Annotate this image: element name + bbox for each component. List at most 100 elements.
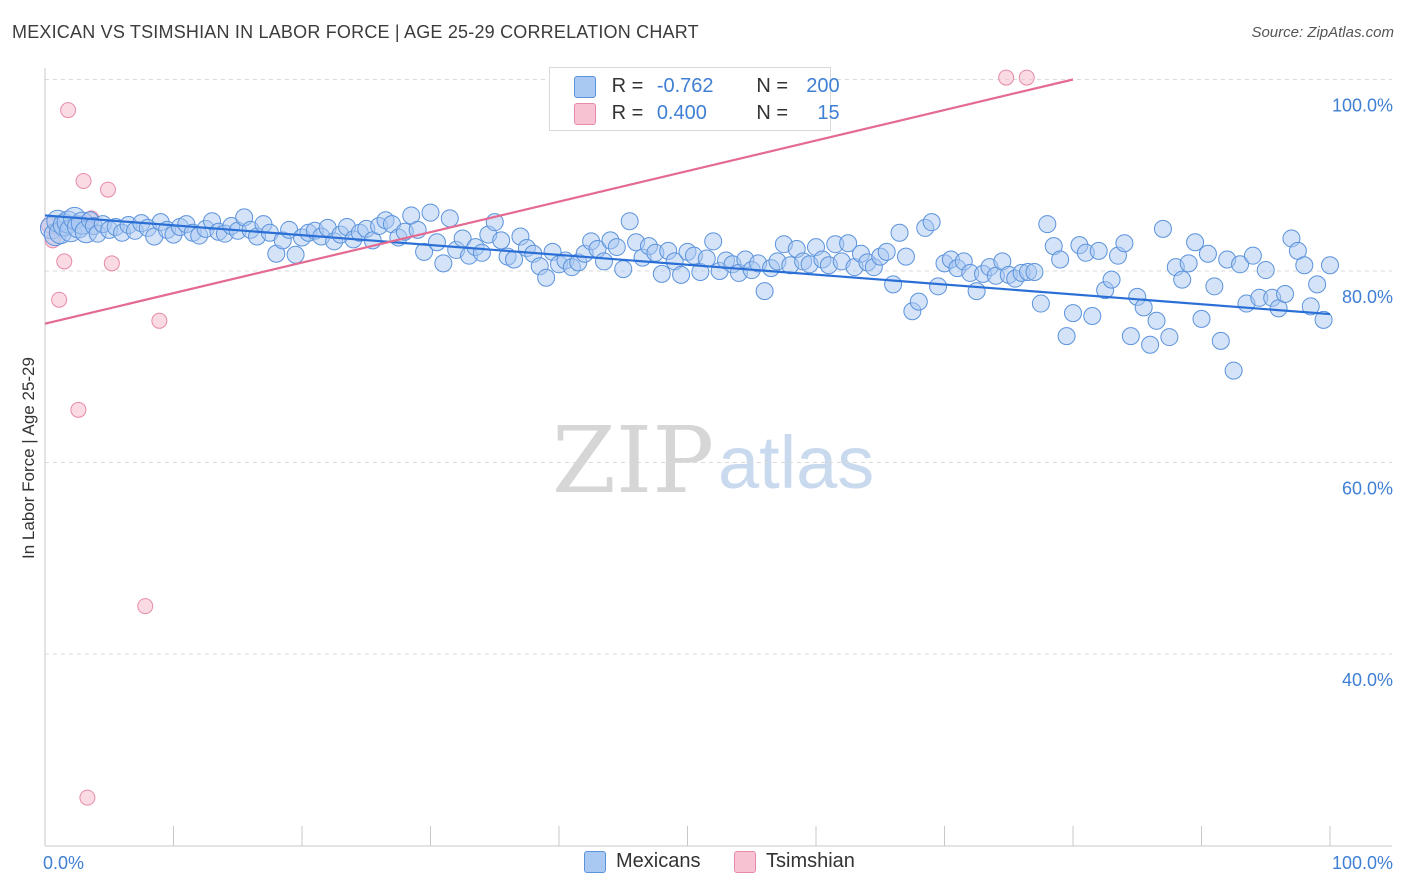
bottom-mexicans-label: Mexicans — [616, 850, 701, 873]
y-tick-label: 80.0% — [1342, 287, 1393, 307]
mexicans-point — [896, 247, 915, 266]
mexicans-point — [1192, 309, 1211, 328]
mexicans-point — [1314, 310, 1333, 329]
tsimshian-r-label: R = — [611, 102, 644, 125]
y-tick-label: 40.0% — [1342, 670, 1393, 690]
mexicans-point — [1205, 277, 1224, 296]
mexicans-point — [1256, 261, 1275, 280]
tsimshian-point — [56, 253, 73, 270]
mexicans-point — [1295, 256, 1314, 275]
mexicans-point — [1186, 233, 1205, 252]
mexicans-point — [1153, 219, 1172, 238]
mexicans-point — [1102, 270, 1121, 289]
mexicans-point — [652, 264, 671, 283]
mexicans-point — [1141, 335, 1160, 354]
chart-title: MEXICAN VS TSIMSHIAN IN LABOR FORCE | AG… — [12, 22, 699, 42]
mexicans-r-value: -0.762 — [656, 75, 714, 98]
mexicans-point — [909, 292, 928, 311]
mexicans-trend-line — [44, 214, 1331, 316]
tsimshian-n-label: N = — [756, 102, 789, 125]
mexicans-point — [1198, 244, 1217, 263]
mexicans-point — [1321, 256, 1339, 275]
tsimshian-point — [151, 312, 168, 329]
mexicans-point — [1051, 250, 1070, 269]
mexicans-point — [1083, 307, 1102, 326]
mexicans-point — [1179, 254, 1198, 273]
mexicans-point — [1308, 275, 1327, 294]
legend-row-tsimshian: R = 0.400 N = 15 — [574, 102, 840, 126]
mexicans-point — [1064, 304, 1082, 323]
mexicans-point — [877, 242, 896, 261]
mexicans-point — [1301, 297, 1320, 316]
bottom-mexicans-swatch — [584, 850, 606, 873]
tsimshian-point — [79, 789, 96, 806]
mexicans-point — [884, 275, 903, 294]
mexicans-point — [929, 277, 948, 296]
source-credit: Source: ZipAtlas.com — [1251, 24, 1394, 41]
mexicans-point — [1276, 284, 1295, 303]
mexicans-point — [1121, 327, 1140, 346]
bottom-tsimshian-swatch — [734, 850, 756, 873]
mexicans-point — [415, 242, 434, 261]
mexicans-n-label: N = — [756, 75, 789, 98]
mexicans-point — [427, 233, 446, 252]
watermark-zip: ZIP — [552, 407, 714, 514]
y-tick-label: 100.0% — [1332, 96, 1393, 116]
mexicans-point — [614, 260, 633, 279]
mexicans-point — [1134, 298, 1153, 317]
mexicans-point — [1038, 215, 1057, 234]
tsimshian-point — [75, 172, 92, 189]
mexicans-point — [472, 243, 491, 262]
tsimshian-point — [51, 291, 68, 308]
x-tick-label: 100.0% — [1332, 853, 1393, 873]
y-tick-label: 60.0% — [1342, 479, 1393, 499]
tsimshian-point — [103, 255, 120, 272]
axes — [44, 68, 1392, 847]
mexicans-point — [434, 254, 453, 273]
bottom-legend-tsimshian[interactable]: Tsimshian — [734, 850, 855, 878]
mexicans-point — [594, 252, 613, 271]
mexicans-point — [1243, 246, 1262, 265]
mexicans-point — [755, 282, 774, 301]
tsimshian-point — [998, 69, 1015, 86]
tick-labels: 40.0% 60.0% 80.0% 100.0% 0.0% 100.0% In Labor … — [19, 96, 1393, 874]
trend-lines — [44, 78, 1331, 325]
mexicans-n-value: 200 — [806, 75, 840, 98]
mexicans-point — [922, 213, 941, 232]
mexicans-point — [1173, 270, 1192, 289]
tsimshian-swatch — [574, 102, 596, 125]
tsimshian-point — [137, 598, 154, 615]
tsimshian-trend-line — [44, 78, 1074, 325]
mexicans-point — [1115, 234, 1134, 253]
mexicans-point — [537, 268, 556, 287]
tsimshian-point — [99, 181, 116, 198]
mexicans-point — [1160, 328, 1179, 347]
mexicans-point — [607, 238, 626, 257]
bottom-tsimshian-label: Tsimshian — [766, 850, 855, 873]
tsimshian-point — [60, 102, 77, 119]
gridlines — [45, 79, 1392, 655]
mexicans-point — [1224, 361, 1243, 380]
mexicans-point — [1231, 255, 1250, 274]
mexicans-r-label: R = — [611, 75, 644, 98]
tsimshian-r-value: 0.400 — [656, 102, 707, 125]
mexicans-point — [492, 231, 511, 250]
legend-row-mexicans: R = -0.762 N = 200 — [574, 75, 840, 99]
mexicans-point — [672, 265, 691, 284]
mexicans-point — [697, 249, 716, 268]
stats-legend: R = -0.762 N = 200 R = 0.400 N = 15 — [549, 67, 840, 131]
mexicans-point — [1025, 262, 1044, 281]
x-tick-label: 0.0% — [43, 853, 84, 873]
mexicans-point — [1147, 311, 1166, 330]
tsimshian-point — [70, 401, 87, 418]
tsimshian-n-value: 15 — [817, 102, 840, 125]
mexicans-point — [1057, 327, 1076, 346]
mexicans-point — [1089, 241, 1108, 260]
mexicans-point — [1211, 331, 1230, 350]
mexicans-point — [839, 234, 858, 253]
mexicans-point — [620, 212, 639, 231]
mexicans-point — [890, 223, 909, 242]
bottom-legend-mexicans[interactable]: Mexicans — [584, 850, 700, 878]
mexicans-point — [967, 282, 986, 301]
